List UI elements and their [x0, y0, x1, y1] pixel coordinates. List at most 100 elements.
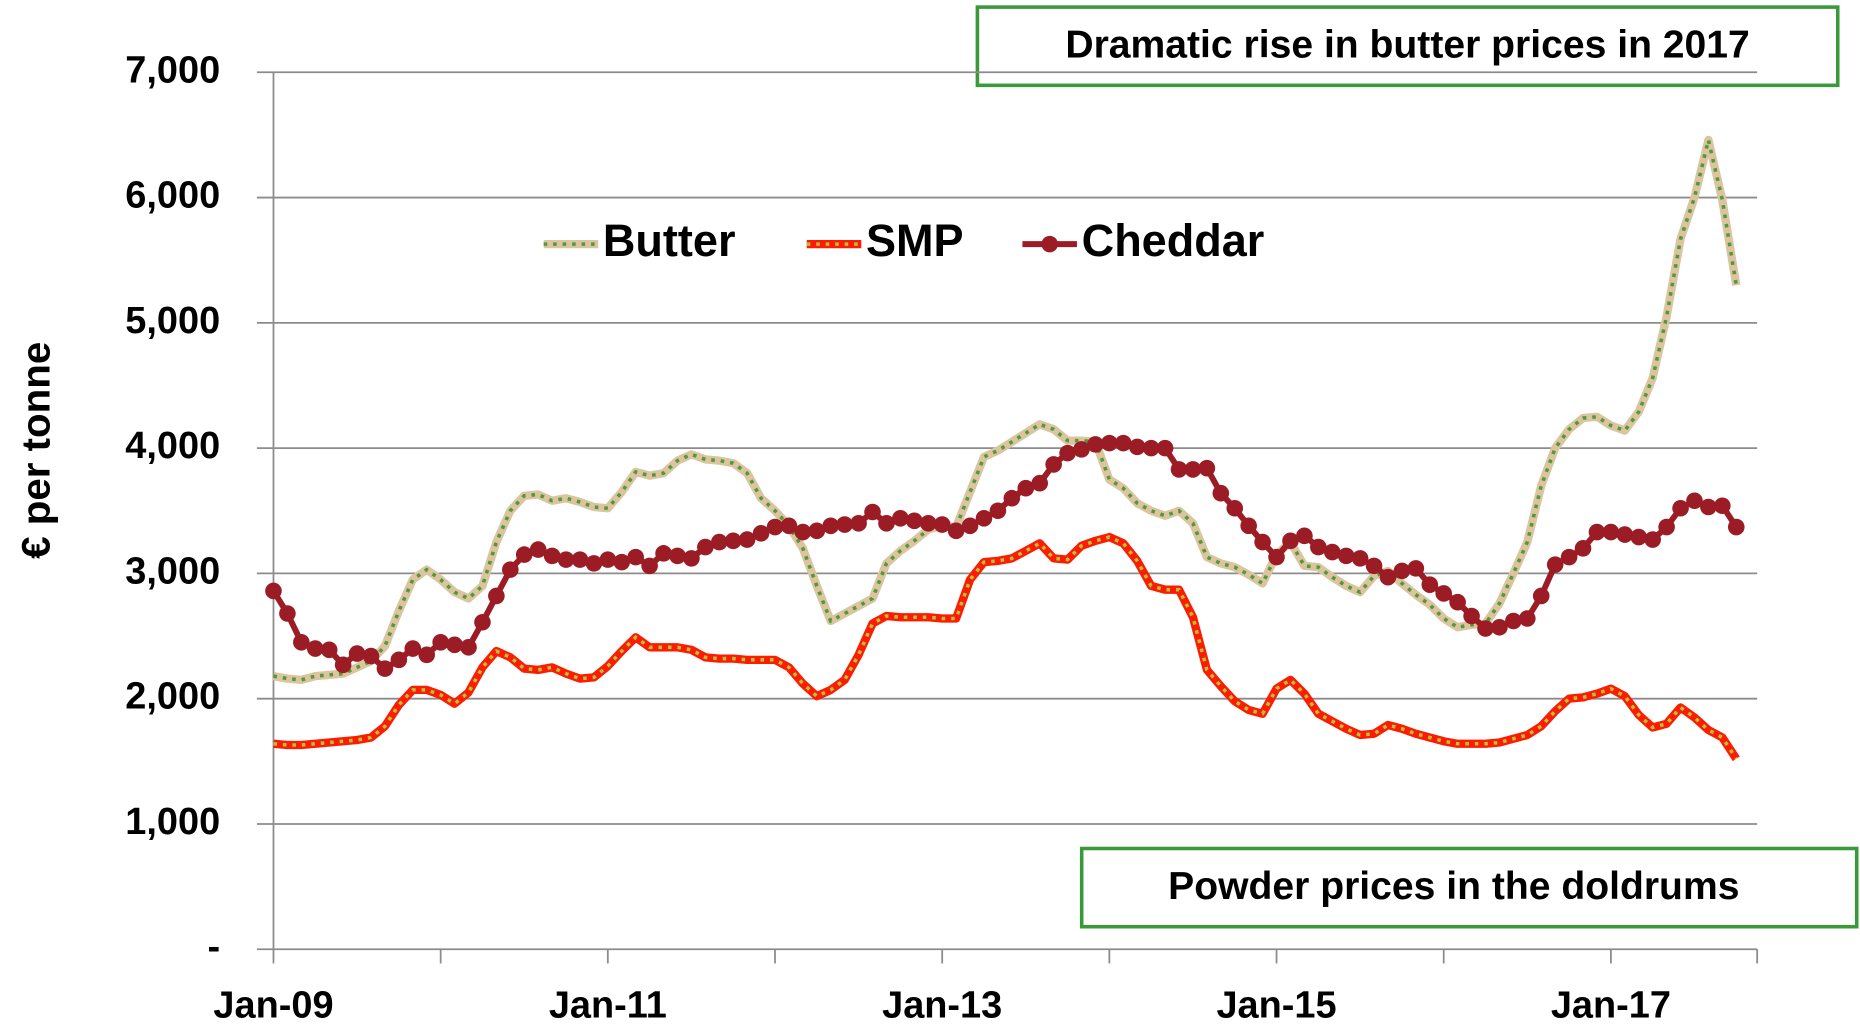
series-marker: [738, 531, 756, 548]
series-marker: [613, 553, 631, 571]
series-marker: [1672, 499, 1689, 517]
annotation: Powder prices in the doldrums: [1168, 865, 1739, 908]
series-marker: [1644, 531, 1661, 548]
series-marker: [1505, 612, 1522, 630]
series-marker: [1184, 461, 1202, 478]
series-marker: [1170, 461, 1188, 478]
series-marker: [1156, 439, 1174, 457]
series-marker: [933, 516, 951, 533]
series-marker: [488, 587, 505, 605]
series-marker: [780, 517, 798, 535]
series-marker: [334, 656, 352, 674]
x-tick-label: Jan-09: [213, 984, 333, 1026]
series-marker: [1114, 434, 1132, 452]
series-marker: [864, 503, 881, 521]
series-marker: [1226, 499, 1244, 517]
series-marker: [571, 551, 589, 568]
series-marker: [752, 525, 770, 542]
series-marker: [585, 555, 603, 572]
annotation-box: [1079, 846, 1859, 929]
series-marker: [836, 516, 853, 533]
series-marker: [878, 514, 895, 532]
series-marker: [1491, 618, 1508, 636]
series-marker: [1268, 548, 1285, 566]
series-marker: [1477, 620, 1494, 637]
y-tick-label: 3,000: [125, 550, 220, 592]
series-marker: [794, 523, 812, 541]
series-marker: [543, 547, 561, 565]
series-marker: [1323, 543, 1341, 561]
series-marker: [1296, 527, 1313, 545]
legend-label: Butter: [603, 215, 736, 266]
series-marker: [265, 582, 282, 600]
series-marker: [808, 522, 826, 540]
series-marker: [1240, 517, 1257, 535]
legend-label: Cheddar: [1082, 215, 1265, 266]
series-marker: [418, 646, 436, 664]
series-marker: [1059, 444, 1076, 462]
series-marker: [1435, 585, 1453, 602]
series-marker: [557, 551, 575, 568]
series-marker: [697, 538, 714, 556]
series-marker: [1700, 498, 1717, 516]
series-marker: [641, 557, 658, 575]
series-marker: [627, 548, 644, 566]
series-marker: [1379, 568, 1397, 586]
series-marker: [320, 641, 338, 659]
series-marker: [1282, 532, 1299, 550]
series-marker: [1101, 434, 1118, 452]
series-marker: [1142, 439, 1160, 457]
series-marker: [1073, 441, 1090, 458]
series-marker: [432, 634, 449, 651]
series-marker: [1003, 489, 1021, 507]
series-marker: [1616, 526, 1634, 543]
series-marker: [1254, 533, 1271, 551]
series-marker: [1393, 562, 1411, 580]
series-marker: [683, 550, 700, 567]
series-marker: [1560, 548, 1578, 566]
legend-label: SMP: [866, 215, 964, 266]
series-marker: [446, 636, 463, 654]
x-tick-label: Jan-13: [882, 984, 1002, 1026]
series-marker: [975, 509, 993, 527]
series-marker: [669, 547, 686, 565]
series-marker: [1017, 479, 1035, 497]
series-marker: [822, 517, 840, 535]
series-marker: [1532, 587, 1550, 605]
annotation: Dramatic rise in butter prices in 2017: [1065, 24, 1749, 67]
series-marker: [1546, 556, 1564, 573]
series-marker: [1588, 523, 1606, 541]
series-marker: [1087, 436, 1104, 453]
series-marker: [1421, 576, 1439, 593]
series-marker: [1337, 547, 1355, 565]
series-marker: [1519, 610, 1536, 627]
series-marker: [1686, 492, 1703, 510]
series-marker: [1310, 538, 1327, 556]
y-tick-label: 6,000: [125, 175, 220, 217]
series-marker: [502, 561, 519, 578]
series-marker: [1449, 593, 1466, 611]
series-marker: [850, 514, 867, 532]
y-tick-label: 7,000: [125, 49, 220, 91]
series-marker: [1463, 607, 1480, 625]
series-marker: [919, 514, 937, 532]
series-marker: [279, 605, 296, 622]
x-tick-label: Jan-15: [1216, 984, 1336, 1026]
y-tick-label: 4,000: [125, 425, 220, 467]
series-line: [273, 532, 1740, 762]
series-marker: [989, 502, 1007, 520]
series-marker: [1365, 557, 1383, 575]
series-marker: [404, 640, 422, 657]
y-tick-label: 1,000: [125, 801, 220, 843]
series-marker: [1658, 518, 1675, 536]
series-marker: [474, 613, 491, 631]
series-marker: [655, 545, 672, 562]
y-tick-label: 2,000: [125, 676, 220, 718]
series-marker: [460, 639, 477, 656]
series-marker: [390, 651, 408, 669]
series-marker: [710, 533, 728, 551]
series-marker: [348, 645, 366, 662]
series-marker: [529, 541, 547, 558]
series-marker: [1031, 474, 1048, 492]
